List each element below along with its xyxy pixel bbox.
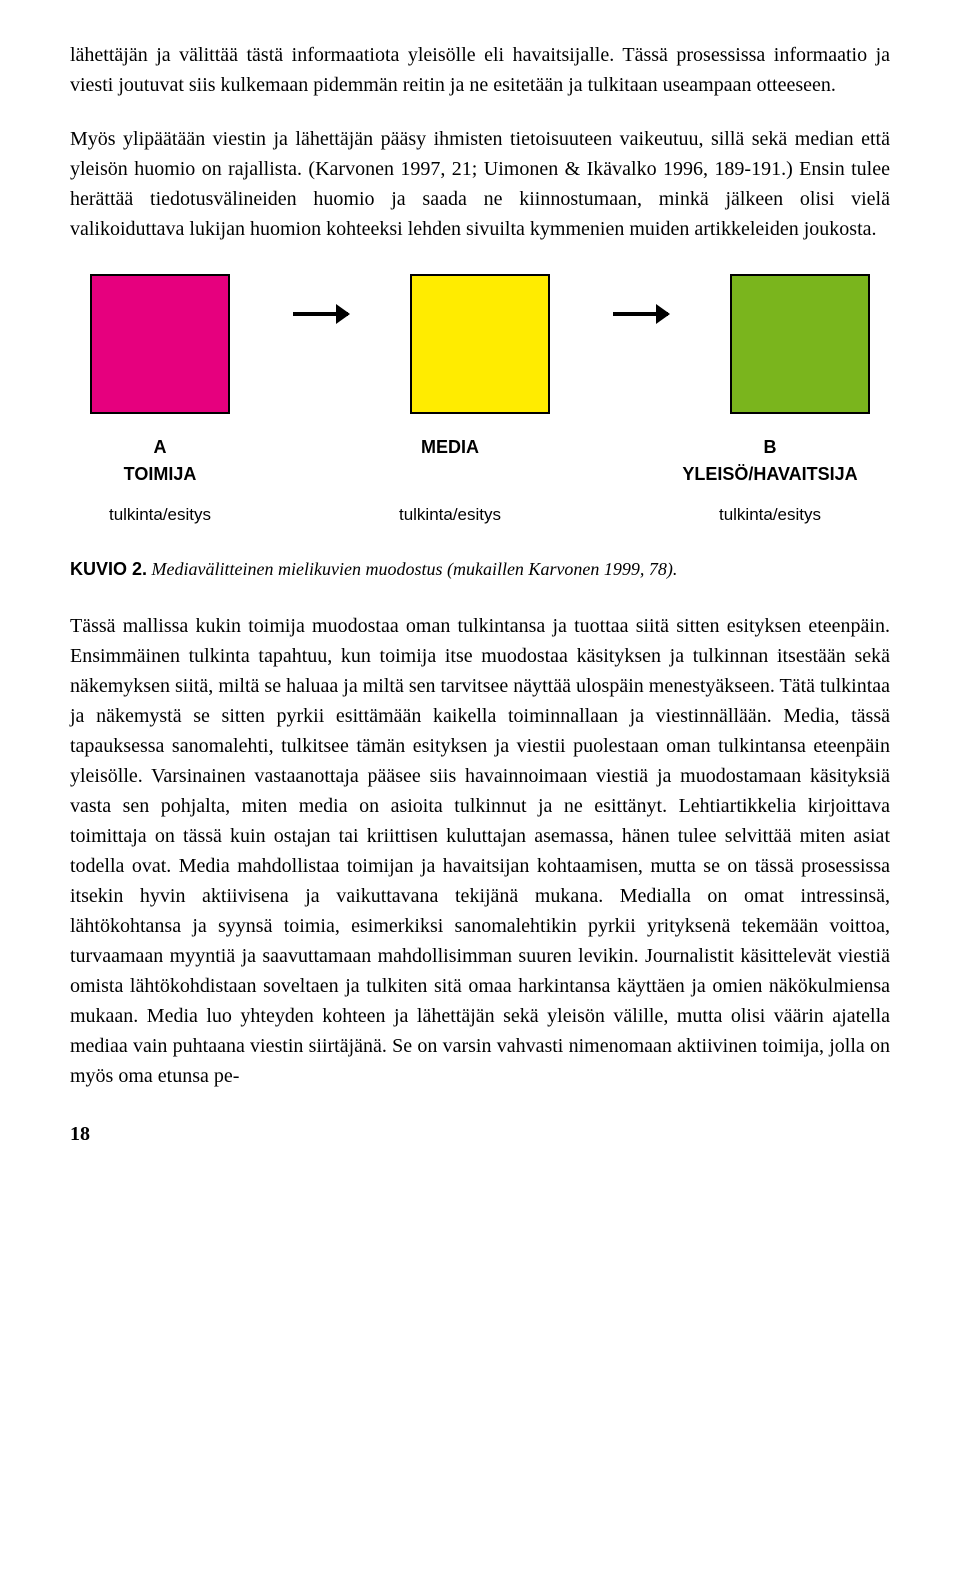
label-title-1: TOIMIJA [90, 461, 230, 488]
caption-text: Mediavälitteinen mielikuvien muodostus (… [147, 559, 677, 579]
flow-diagram [70, 274, 890, 414]
page-number: 18 [70, 1119, 890, 1149]
label-title-2: MEDIA [380, 434, 520, 461]
sub-label-3: tulkinta/esitys [670, 502, 870, 528]
diagram-labels-row: A TOIMIJA MEDIA B YLEISÖ/HAVAITSIJA [90, 434, 870, 488]
label-letter-b: B [670, 434, 870, 461]
paragraph-2: Myös ylipäätään viestin ja lähettäjän pä… [70, 124, 890, 244]
label-letter-a: A [90, 434, 230, 461]
diagram-square-3 [730, 274, 870, 414]
arrow-2 [613, 312, 668, 316]
diagram-square-1 [90, 274, 230, 414]
label-title-3: YLEISÖ/HAVAITSIJA [670, 461, 870, 488]
caption-label: KUVIO 2. [70, 559, 147, 579]
diagram-square-2 [410, 274, 550, 414]
paragraph-1: lähettäjän ja välittää tästä informaatio… [70, 40, 890, 100]
diagram-block-2 [410, 274, 550, 414]
sub-label-1: tulkinta/esitys [90, 502, 230, 528]
label-col-2: MEDIA [380, 434, 520, 488]
arrow-1 [293, 312, 348, 316]
sub-label-2: tulkinta/esitys [380, 502, 520, 528]
label-col-3: B YLEISÖ/HAVAITSIJA [670, 434, 870, 488]
figure-caption: KUVIO 2. Mediavälitteinen mielikuvien mu… [70, 556, 890, 583]
label-col-1: A TOIMIJA [90, 434, 230, 488]
diagram-sublabels-row: tulkinta/esitys tulkinta/esitys tulkinta… [90, 502, 870, 528]
diagram-block-3 [730, 274, 870, 414]
paragraph-3: Tässä mallissa kukin toimija muodostaa o… [70, 611, 890, 1091]
diagram-block-1 [90, 274, 230, 414]
